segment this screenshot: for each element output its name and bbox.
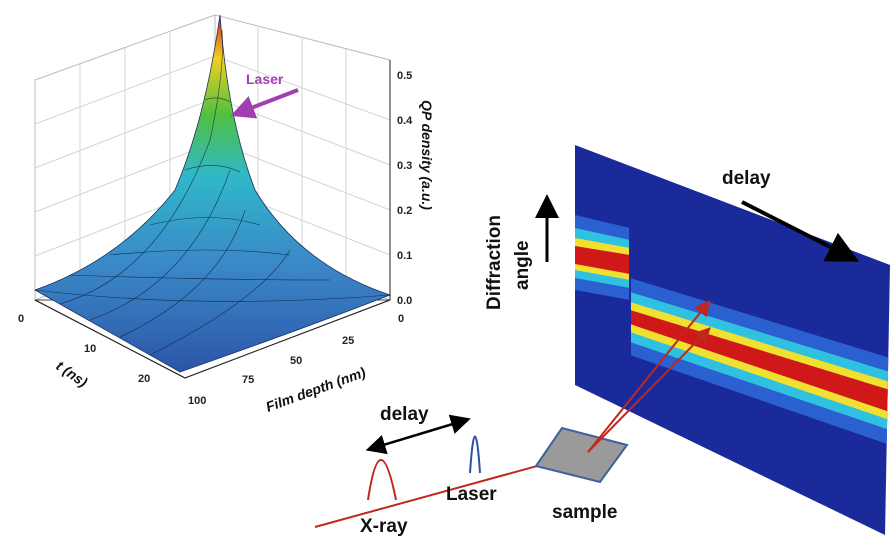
laser-arrow: [230, 88, 299, 119]
detector-delay-label: delay: [722, 168, 771, 189]
z-tick-label: 0.2: [397, 205, 412, 217]
surface: [34, 14, 392, 373]
pulse-delay-arrow: [365, 414, 471, 455]
sample: [534, 426, 629, 484]
laser-annotation: Laser: [246, 71, 284, 87]
detector-axis-label: angle: [512, 240, 533, 290]
z-tick-label: 0.3: [397, 160, 412, 172]
xray-pulse: [367, 459, 397, 501]
z-tick-label: 0.4: [397, 115, 413, 127]
laser-label: Laser: [446, 484, 497, 505]
depth-axis-label: Film depth (nm): [264, 364, 368, 415]
t-tick-label: 20: [138, 373, 150, 385]
sample-label: sample: [552, 502, 617, 523]
xray-label: X-ray: [360, 516, 408, 537]
t-axis-label: t (ns): [53, 357, 90, 390]
detector-axis-label: Diffraction: [484, 215, 505, 310]
laser-pulse: [469, 435, 481, 474]
detector-image: [575, 145, 890, 535]
depth-tick-label: 50: [290, 355, 302, 367]
z-tick-label: 0.5: [397, 70, 412, 82]
depth-tick-label: 75: [242, 374, 254, 386]
z-axis-label: QP density (a.u.): [419, 100, 435, 210]
t-tick-label: 0: [18, 313, 24, 325]
t-tick-label: 10: [84, 343, 96, 355]
z-ticks: 0.0 0.1 0.2 0.3 0.4 0.5: [397, 70, 413, 307]
depth-tick-label: 100: [188, 395, 206, 407]
depth-tick-label: 0: [398, 313, 404, 325]
z-tick-label: 0.1: [397, 250, 412, 262]
delay-arrow: [741, 200, 860, 262]
pulse-delay-label: delay: [380, 404, 429, 425]
diffracted-beam: [587, 327, 711, 453]
diffracted-beam: [587, 299, 711, 453]
z-tick-label: 0.0: [397, 295, 412, 307]
depth-tick-label: 25: [342, 335, 354, 347]
